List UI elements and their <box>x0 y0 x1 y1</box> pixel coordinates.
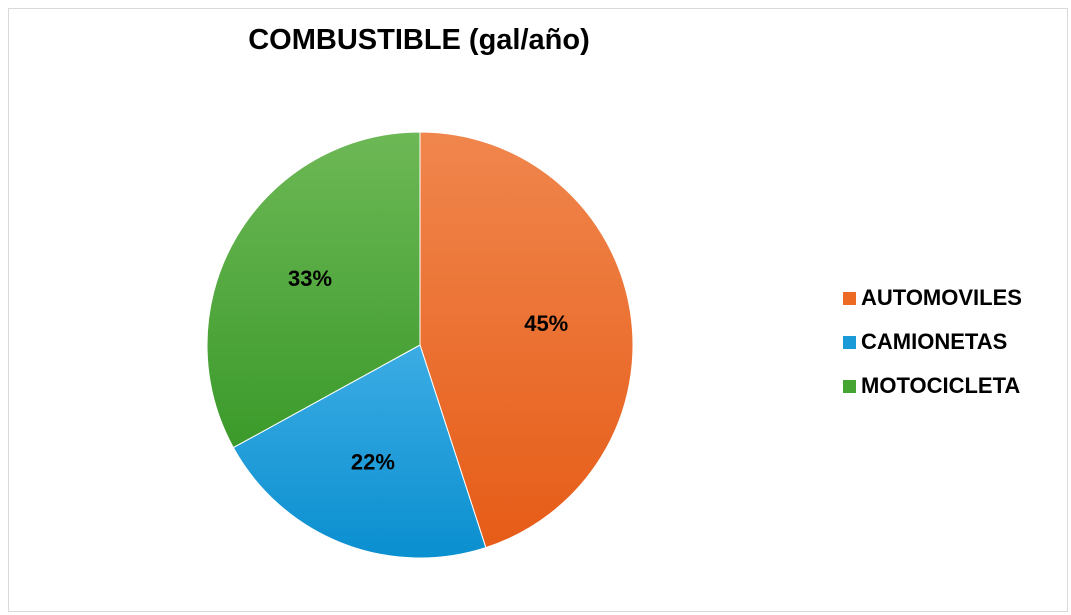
legend-item-camionetas: CAMIONETAS <box>843 320 1022 364</box>
chart-title: COMBUSTIBLE (gal/año) <box>248 24 590 56</box>
data-label-camionetas: 22% <box>351 450 395 475</box>
legend-item-motocicleta: MOTOCICLETA <box>843 364 1022 408</box>
legend-label-motocicleta: MOTOCICLETA <box>861 373 1021 398</box>
data-label-motocicleta: 33% <box>288 266 332 291</box>
legend-label-automoviles: AUTOMOVILES <box>861 285 1022 310</box>
legend-swatch-motocicleta <box>843 379 856 393</box>
data-label-automoviles: 45% <box>524 311 568 336</box>
legend-swatch-automoviles <box>843 291 856 305</box>
legend: AUTOMOVILES CAMIONETAS MOTOCICLETA <box>843 276 1022 408</box>
pie-slice-automoviles <box>419 131 634 549</box>
legend-item-automoviles: AUTOMOVILES <box>843 276 1022 320</box>
legend-label-camionetas: CAMIONETAS <box>861 329 1008 354</box>
pie-slice-motocicleta <box>206 131 421 449</box>
legend-swatch-camionetas <box>843 335 856 349</box>
pie-data-labels: 45% 22% 33% <box>288 266 568 475</box>
pie-slice-camionetas <box>232 344 487 559</box>
pie-slices <box>206 131 634 559</box>
